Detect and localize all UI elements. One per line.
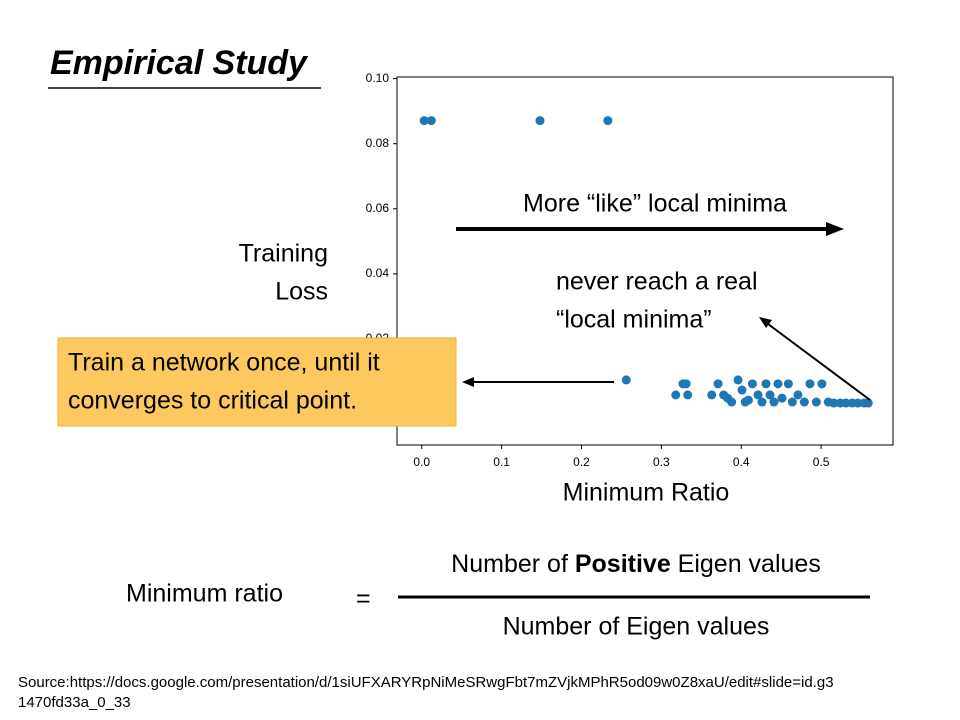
point	[765, 390, 775, 400]
point	[603, 116, 613, 126]
numerator-part: Number of	[451, 550, 575, 578]
point	[773, 379, 783, 389]
formula-left: Minimum ratio	[126, 580, 283, 608]
y-tick-label: 0.06	[366, 201, 390, 215]
point	[863, 398, 873, 408]
point	[829, 398, 839, 408]
point	[793, 390, 803, 400]
callout-text: Train a network once, until it	[68, 349, 380, 377]
point	[799, 397, 809, 407]
y-tick-label: 0.08	[366, 136, 390, 150]
point	[811, 397, 821, 407]
x-axis-label: Minimum Ratio	[563, 479, 730, 507]
point	[535, 116, 545, 126]
point	[621, 375, 631, 385]
x-tick-label: 0.3	[653, 455, 670, 469]
point	[681, 379, 691, 389]
point	[747, 379, 757, 389]
point	[713, 379, 723, 389]
point	[769, 397, 779, 407]
point	[683, 390, 693, 400]
annotation: never reach a real	[556, 268, 758, 296]
point	[853, 398, 863, 408]
point	[761, 379, 771, 389]
arrow-head	[826, 222, 844, 236]
point	[777, 393, 787, 403]
point	[740, 397, 750, 407]
point	[817, 379, 827, 389]
numerator-part: Eigen values	[671, 550, 821, 578]
formula-denominator: Number of Eigen values	[503, 613, 770, 641]
source: 1470fd33a_0_33	[18, 694, 131, 711]
annotation: More “like” local minima	[523, 190, 787, 218]
point	[757, 397, 767, 407]
x-tick-label: 0.4	[733, 455, 750, 469]
point	[707, 390, 717, 400]
y-tick-label: 0.10	[366, 71, 390, 85]
point	[805, 379, 815, 389]
x-tick-label: 0.0	[413, 455, 430, 469]
annotation: “local minima”	[556, 306, 712, 334]
formula-equals: =	[356, 585, 371, 613]
point	[671, 390, 681, 400]
slide-title: Empirical Study	[50, 44, 309, 82]
callout-text: converges to critical point.	[68, 387, 357, 415]
point	[753, 390, 763, 400]
x-tick-label: 0.5	[813, 455, 830, 469]
formula-numerator: Number of Positive Eigen values	[451, 550, 821, 578]
point	[841, 398, 851, 408]
y-tick-label: 0.04	[366, 266, 390, 280]
arrow	[767, 323, 871, 401]
point	[419, 116, 429, 126]
y-axis-label: Training	[239, 240, 328, 268]
arrow-head	[759, 317, 772, 328]
point	[787, 397, 797, 407]
y-axis-label: Loss	[275, 278, 328, 306]
numerator-part: Positive	[575, 550, 671, 578]
arrow-head	[462, 377, 474, 387]
point	[783, 379, 793, 389]
plot-frame	[396, 76, 894, 446]
point	[733, 375, 743, 385]
callout-box	[57, 337, 457, 427]
source: Source:https://docs.google.com/presentat…	[18, 674, 834, 691]
point	[426, 116, 436, 126]
x-tick-label: 0.2	[573, 455, 590, 469]
x-tick-label: 0.1	[493, 455, 510, 469]
point	[737, 385, 747, 395]
point	[727, 397, 737, 407]
